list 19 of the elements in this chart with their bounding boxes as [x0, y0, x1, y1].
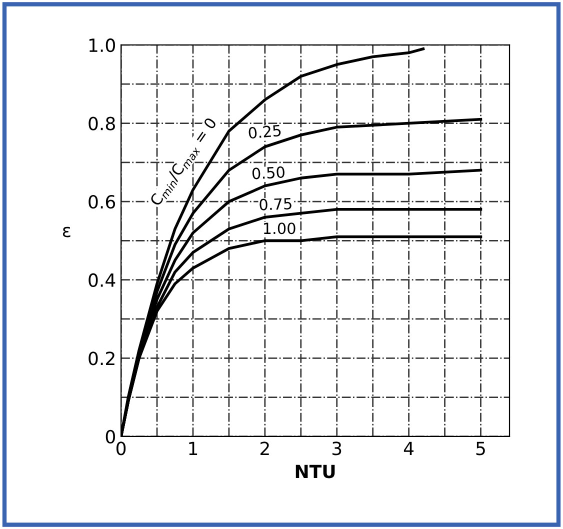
y-tick-label: 0.2: [88, 352, 114, 366]
y-tick-label: 0.8: [88, 116, 115, 130]
x-tick-label: 5: [476, 442, 485, 456]
y-axis-title: ε: [62, 226, 70, 238]
x-tick-label: 1: [189, 442, 198, 456]
y-tick-label: 1.0: [89, 38, 115, 52]
x-tick-label: 3: [332, 442, 342, 456]
text: C$_{min}$/C$_{max}$ = 0: [149, 116, 219, 208]
y-tick-label: 0: [106, 430, 115, 444]
series-label: 0.75: [259, 198, 292, 210]
series-label: 1.00: [264, 222, 296, 234]
series-label: 0.50: [252, 166, 285, 180]
x-tick-label: 4: [404, 442, 414, 456]
y-tick-label: 0.4: [88, 273, 116, 287]
series-label: 0.25: [248, 124, 281, 139]
y-tick-label: 0.6: [88, 195, 116, 209]
x-tick-label: 2: [260, 442, 269, 456]
x-axis-title: NTU: [296, 464, 335, 478]
x-tick-label: 0: [116, 442, 126, 456]
